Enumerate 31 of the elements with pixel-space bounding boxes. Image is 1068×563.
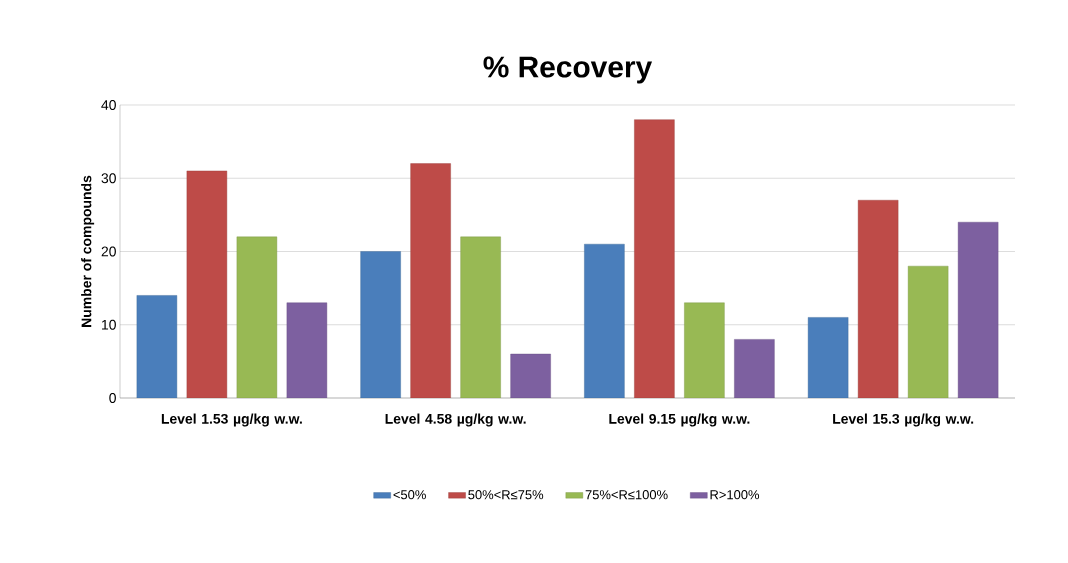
bar bbox=[634, 119, 675, 398]
bar bbox=[957, 222, 999, 398]
x-tick-label: Level 1.53 µg/kg w.w. bbox=[161, 413, 302, 427]
y-tick-label: 20 bbox=[101, 246, 116, 257]
bar bbox=[186, 170, 228, 398]
y-axis-title: Number of compounds bbox=[81, 175, 95, 327]
legend-label: <50% bbox=[393, 490, 426, 500]
y-tick-label: 30 bbox=[101, 173, 116, 184]
chart-title: % Recovery bbox=[483, 56, 653, 84]
bar bbox=[684, 302, 725, 398]
x-tick-label: Level 9.15 µg/kg w.w. bbox=[609, 413, 750, 427]
bar bbox=[136, 295, 178, 398]
bar bbox=[584, 243, 625, 398]
bar bbox=[236, 236, 278, 398]
legend-label: 50%<R≤75% bbox=[468, 490, 544, 500]
bar bbox=[286, 302, 328, 398]
bar bbox=[510, 353, 551, 398]
legend-label: R>100% bbox=[710, 490, 760, 500]
x-tick-label: Level 4.58 µg/kg w.w. bbox=[385, 413, 526, 427]
legend-label: 75%<R≤100% bbox=[585, 490, 668, 500]
bar bbox=[460, 236, 501, 398]
bar bbox=[807, 317, 849, 398]
bar bbox=[857, 200, 899, 398]
bar bbox=[907, 265, 949, 398]
x-tick-label: Level 15.3 µg/kg w.w. bbox=[833, 413, 974, 427]
y-tick-label: 10 bbox=[102, 319, 116, 330]
bar bbox=[734, 339, 775, 398]
bar bbox=[360, 251, 401, 398]
y-tick-label: 0 bbox=[109, 393, 116, 403]
bar bbox=[410, 163, 451, 398]
y-tick-label: 40 bbox=[101, 100, 116, 110]
